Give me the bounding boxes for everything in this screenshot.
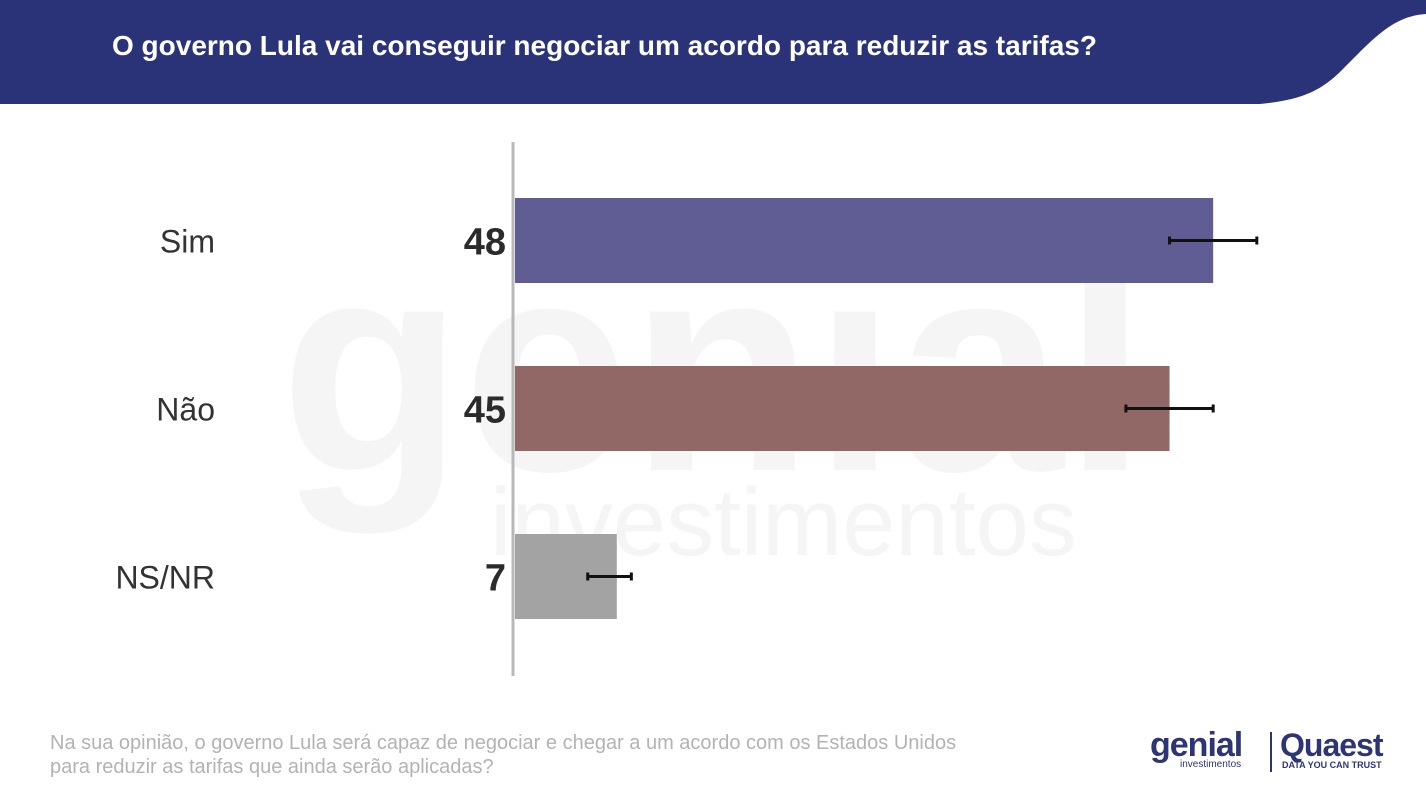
- genial-logo: genial investimentos: [1150, 726, 1243, 770]
- category-label-1: Sim: [160, 224, 215, 260]
- footnote-line-2: para reduzir as tarifas que ainda serão …: [50, 756, 494, 778]
- quaest-logo-sub: DATA YOU CAN TRUST: [1282, 760, 1382, 770]
- value-label-1: 48: [464, 222, 506, 264]
- genial-logo-word: genial: [1150, 726, 1243, 764]
- value-label-2: 45: [464, 390, 506, 432]
- quaest-logo: Quaest DATA YOU CAN TRUST: [1280, 727, 1383, 770]
- quaest-logo-word: Quaest: [1280, 727, 1383, 763]
- category-label-3: NS/NR: [115, 560, 215, 596]
- footnote-line-1: Na sua opinião, o governo Lula será capa…: [50, 732, 957, 754]
- bar-2: [515, 366, 1170, 451]
- logos: genial investimentos Quaest DATA YOU CAN…: [1150, 728, 1390, 778]
- header-banner: O governo Lula vai conseguir negociar um…: [0, 0, 1426, 104]
- logo-divider: [1270, 732, 1272, 772]
- page-title: O governo Lula vai conseguir negociar um…: [112, 30, 1097, 61]
- value-label-3: 7: [485, 558, 506, 600]
- genial-logo-sub: investimentos: [1180, 759, 1242, 770]
- footnote: Na sua opinião, o governo Lula será capa…: [50, 731, 1050, 779]
- header-background: [0, 0, 1426, 104]
- bar-1: [515, 198, 1214, 283]
- category-label-2: Não: [156, 392, 215, 428]
